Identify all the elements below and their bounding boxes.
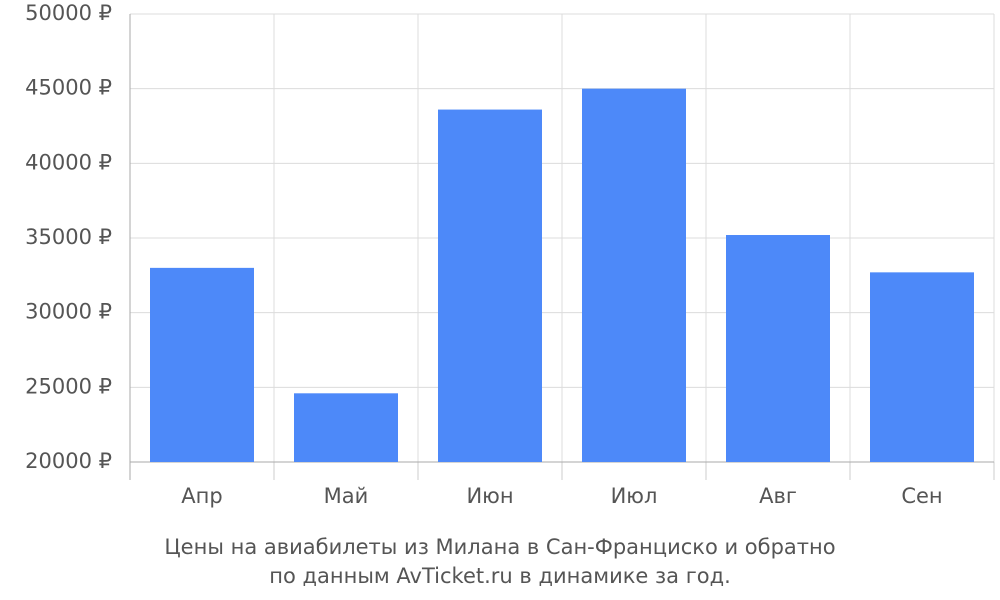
x-tick-label: Июн <box>466 484 513 508</box>
y-tick-label: 50000 ₽ <box>25 1 112 25</box>
x-tick-label: Авг <box>759 484 797 508</box>
bar <box>294 393 398 462</box>
x-tick-label: Сен <box>901 484 942 508</box>
chart-title: по данным AvTicket.ru в динамике за год. <box>269 564 731 588</box>
y-tick-label: 30000 ₽ <box>25 300 112 324</box>
bar <box>438 109 542 462</box>
y-tick-label: 20000 ₽ <box>25 449 112 473</box>
bar <box>726 235 830 462</box>
x-tick-label: Апр <box>181 484 222 508</box>
y-tick-label: 35000 ₽ <box>25 225 112 249</box>
y-tick-label: 25000 ₽ <box>25 374 112 398</box>
x-tick-label: Июл <box>611 484 658 508</box>
bar <box>150 267 254 462</box>
bar <box>870 272 974 462</box>
bar <box>582 88 686 463</box>
x-tick-label: Май <box>324 484 369 508</box>
y-tick-label: 45000 ₽ <box>25 76 112 100</box>
y-tick-label: 40000 ₽ <box>25 150 112 174</box>
chart-title: Цены на авиабилеты из Милана в Сан-Франц… <box>164 535 835 559</box>
